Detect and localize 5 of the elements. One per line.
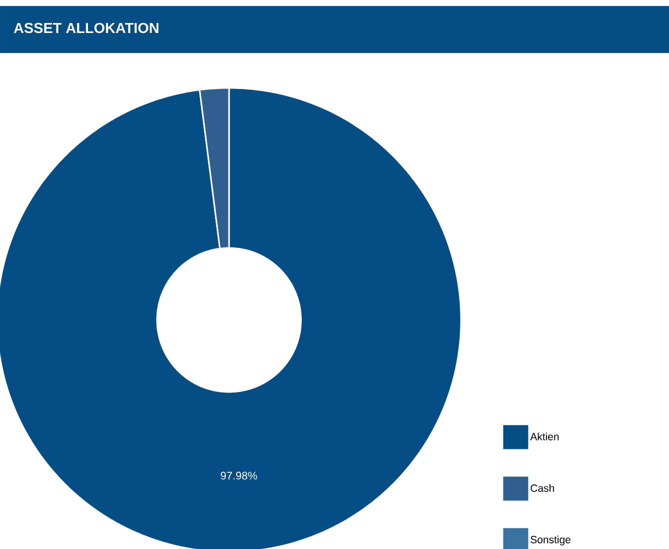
data-label: 97.98% [220, 472, 258, 480]
legend-label: Cash [530, 484, 554, 492]
chart-title: ASSET ALLOKATION [14, 22, 158, 34]
legend-label: Aktien [530, 432, 559, 440]
legend-label: Sonstige [530, 536, 570, 546]
